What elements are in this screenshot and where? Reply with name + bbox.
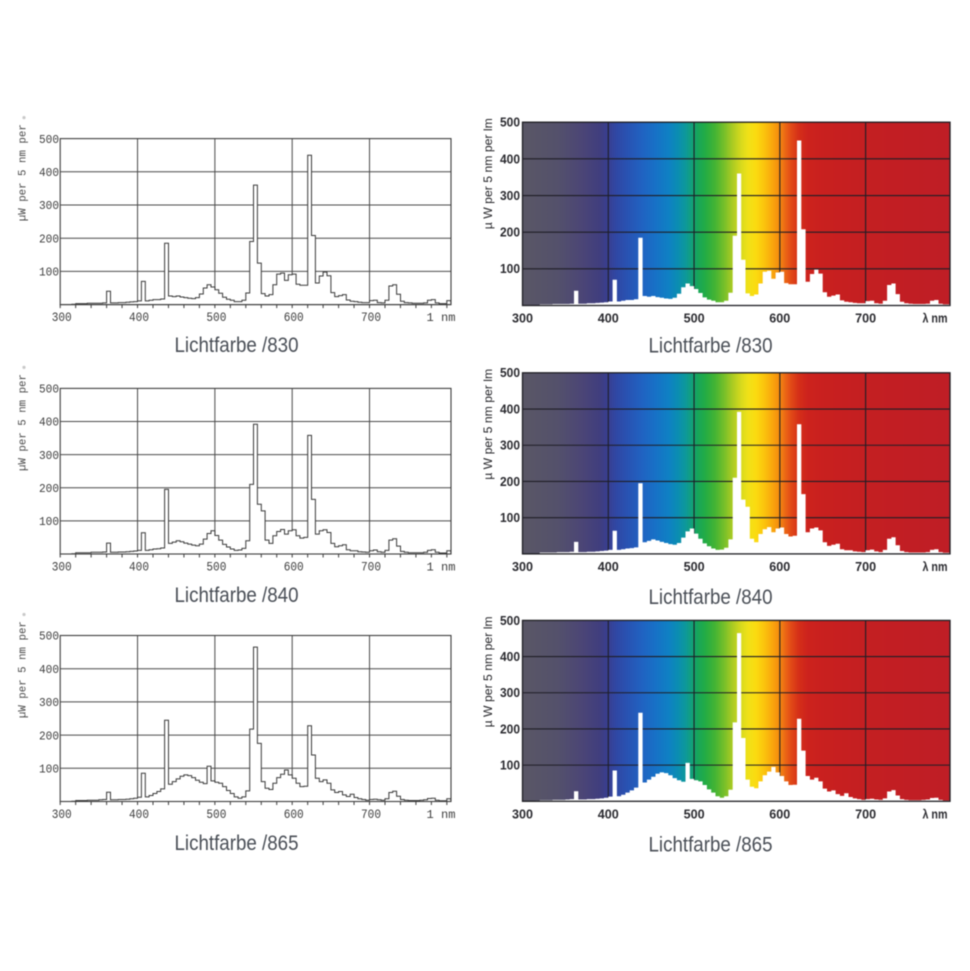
svg-text:100: 100 — [500, 262, 520, 276]
svg-text:300: 300 — [39, 449, 59, 463]
svg-text:400: 400 — [598, 806, 619, 821]
svg-text:Lichtfarbe /840: Lichtfarbe /840 — [175, 584, 299, 607]
svg-text:500: 500 — [39, 133, 59, 147]
svg-text:700: 700 — [361, 807, 381, 822]
svg-text:100: 100 — [39, 266, 59, 280]
svg-text:700: 700 — [361, 310, 381, 325]
svg-text:λ nm: λ nm — [923, 311, 948, 326]
svg-text:100: 100 — [500, 759, 520, 773]
svg-text:300: 300 — [512, 559, 533, 574]
svg-text:µ W per 5 nm per lm: µ W per 5 nm per lm — [481, 118, 495, 229]
svg-text:200: 200 — [500, 475, 520, 489]
svg-text:400: 400 — [500, 650, 520, 664]
svg-text:500: 500 — [206, 310, 226, 325]
svg-text:500: 500 — [500, 614, 520, 628]
svg-text:100: 100 — [500, 511, 520, 525]
svg-text:200: 200 — [500, 722, 520, 736]
svg-text:1 nm: 1 nm — [427, 808, 456, 822]
svg-text:400: 400 — [129, 559, 149, 574]
svg-text:400: 400 — [598, 559, 619, 574]
svg-text:λ nm: λ nm — [923, 806, 948, 821]
svg-text:300: 300 — [52, 310, 72, 325]
svg-text:µW per 5 nm per: µW per 5 nm per — [18, 374, 30, 471]
svg-text:600: 600 — [284, 310, 304, 325]
svg-text:300: 300 — [52, 807, 72, 822]
svg-text:500: 500 — [206, 559, 226, 574]
svg-text:700: 700 — [855, 806, 876, 821]
svg-text:400: 400 — [500, 402, 520, 416]
svg-text:500: 500 — [684, 311, 705, 326]
svg-text:µW per 5 nm per: µW per 5 nm per — [18, 621, 30, 718]
svg-text:300: 300 — [512, 806, 533, 821]
svg-text:500: 500 — [500, 366, 520, 380]
svg-text:500: 500 — [684, 806, 705, 821]
svg-text:µ W per 5 nm per lm: µ W per 5 nm per lm — [481, 616, 495, 727]
svg-text:700: 700 — [855, 559, 876, 574]
svg-text:700: 700 — [361, 559, 381, 574]
svg-text:300: 300 — [39, 696, 59, 710]
svg-text:300: 300 — [512, 311, 533, 326]
svg-text:500: 500 — [206, 807, 226, 822]
svg-text:Lichtfarbe /830: Lichtfarbe /830 — [649, 335, 773, 358]
svg-text:600: 600 — [769, 806, 790, 821]
svg-text:1 nm: 1 nm — [427, 311, 456, 325]
svg-text:Lichtfarbe /865: Lichtfarbe /865 — [649, 834, 773, 857]
svg-text:300: 300 — [500, 686, 520, 700]
svg-text:400: 400 — [598, 311, 619, 326]
svg-text:300: 300 — [500, 439, 520, 453]
svg-text:600: 600 — [284, 559, 304, 574]
svg-text:200: 200 — [39, 729, 59, 743]
svg-text:µW per 5 nm per: µW per 5 nm per — [18, 124, 30, 221]
svg-text:300: 300 — [52, 559, 72, 574]
svg-text:µ W per 5 nm per lm: µ W per 5 nm per lm — [481, 369, 495, 480]
svg-text:Lichtfarbe /865: Lichtfarbe /865 — [175, 832, 299, 855]
svg-text:400: 400 — [129, 310, 149, 325]
svg-text:700: 700 — [855, 311, 876, 326]
svg-text:200: 200 — [39, 232, 59, 246]
svg-text:500: 500 — [684, 559, 705, 574]
svg-text:400: 400 — [39, 663, 59, 677]
svg-text:Lichtfarbe /840: Lichtfarbe /840 — [649, 586, 773, 609]
svg-text:300: 300 — [39, 199, 59, 213]
svg-text:Lichtfarbe /830: Lichtfarbe /830 — [175, 334, 299, 357]
svg-text:300: 300 — [500, 189, 520, 203]
svg-text:500: 500 — [500, 116, 520, 130]
svg-text:600: 600 — [769, 311, 790, 326]
svg-text:500: 500 — [39, 383, 59, 397]
svg-text:1 nm: 1 nm — [427, 561, 456, 575]
svg-text:100: 100 — [39, 515, 59, 529]
svg-text:500: 500 — [39, 630, 59, 644]
svg-text:200: 200 — [500, 226, 520, 240]
svg-text:400: 400 — [129, 807, 149, 822]
svg-text:400: 400 — [39, 416, 59, 430]
svg-text:λ nm: λ nm — [923, 559, 948, 574]
svg-text:200: 200 — [39, 482, 59, 496]
svg-text:400: 400 — [500, 152, 520, 166]
svg-text:400: 400 — [39, 166, 59, 180]
svg-text:100: 100 — [39, 763, 59, 777]
svg-text:600: 600 — [769, 559, 790, 574]
svg-text:600: 600 — [284, 807, 304, 822]
